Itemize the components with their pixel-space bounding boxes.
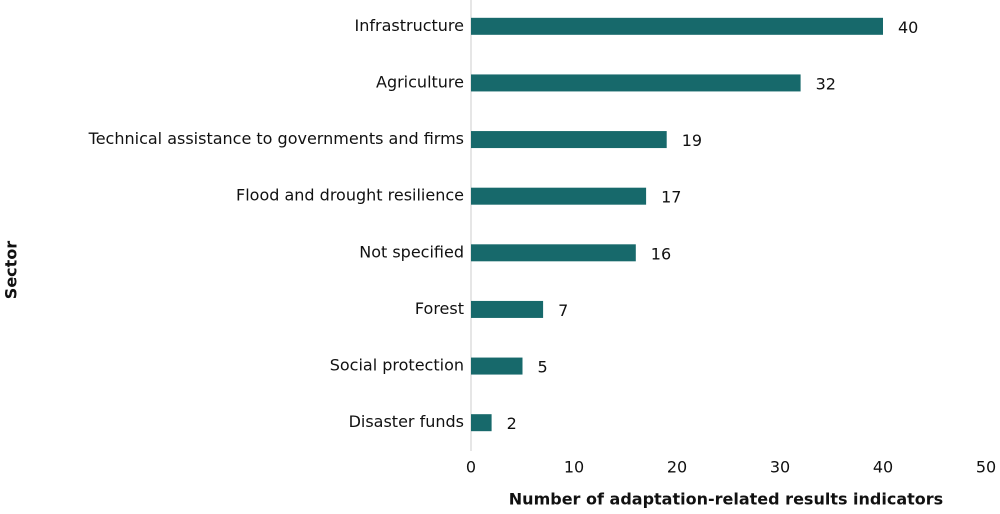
x-tick-label: 0 [466,458,476,477]
bar [471,244,636,262]
value-label: 19 [682,131,702,150]
value-label: 17 [661,188,681,207]
x-tick-label: 40 [873,458,893,477]
value-label: 16 [651,244,671,263]
x-tick-label: 50 [976,458,996,477]
x-tick-label: 20 [667,458,687,477]
y-tick-label: Forest [415,299,464,318]
bar [471,187,647,205]
y-tick-label: Flood and drought resilience [236,186,464,205]
value-label: 32 [816,74,836,93]
value-label: 2 [507,414,517,433]
bar [471,357,523,375]
y-tick-label: Social protection [330,356,464,375]
y-axis-title: Sector [2,241,21,300]
x-tick-label: 30 [770,458,790,477]
bar [471,300,544,318]
value-label: 40 [898,18,918,37]
y-tick-label: Disaster funds [349,412,464,431]
bar [471,17,883,35]
bar [471,74,801,92]
value-label: 5 [538,358,548,377]
bar [471,414,492,432]
y-tick-label: Technical assistance to governments and … [88,129,464,148]
value-label: 7 [558,301,568,320]
y-tick-label: Not specified [359,242,464,261]
y-tick-label: Agriculture [376,72,464,91]
bar [471,131,667,149]
y-tick-label: Infrastructure [355,16,464,35]
x-axis-title: Number of adaptation-related results ind… [509,490,943,509]
x-tick-label: 10 [564,458,584,477]
